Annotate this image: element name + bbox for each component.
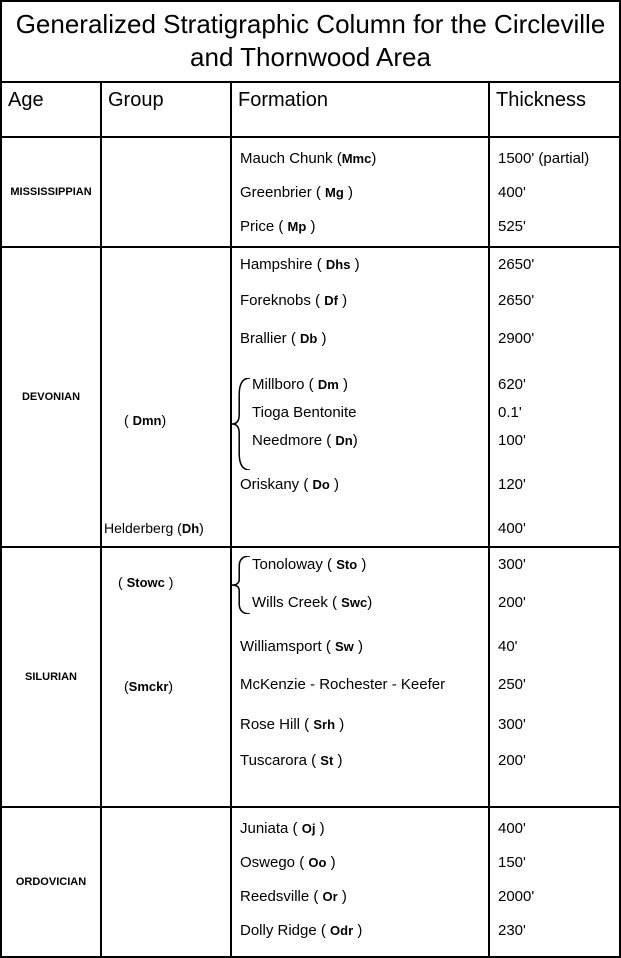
table-title: Generalized Stratigraphic Column for the… <box>2 2 619 83</box>
age-section: DEVONIAN ( Dmn) Helderberg (Dh) Hampshire (… <box>2 248 619 548</box>
formation-entry: Tuscarora ( St ) <box>240 752 342 769</box>
group-entry: (Smckr) <box>124 678 173 694</box>
thickness-value: 1500' (partial) <box>498 150 589 167</box>
thickness-cell: 300' 200' 40' 250' 300' 200' <box>490 548 619 806</box>
thickness-value: 620' <box>498 376 526 393</box>
group-entry: Helderberg (Dh) <box>104 520 204 536</box>
thickness-value: 0.1' <box>498 404 522 421</box>
group-entry: ( Dmn) <box>124 412 166 428</box>
age-label: MISSISSIPPIAN <box>2 138 102 246</box>
group-cell: ( Dmn) Helderberg (Dh) <box>102 248 232 546</box>
thickness-value: 120' <box>498 476 526 493</box>
formation-entry: Millboro ( Dm ) <box>252 376 348 393</box>
table-body: MISSISSIPPIAN Mauch Chunk (Mmc) Greenbrier… <box>2 138 619 956</box>
header-group: Group <box>102 83 232 136</box>
thickness-value: 2900' <box>498 330 534 347</box>
thickness-value: 300' <box>498 716 526 733</box>
formation-cell: Hampshire ( Dhs ) Foreknobs ( Df ) Brallie… <box>232 248 490 546</box>
formation-entry: Wills Creek ( Swc) <box>252 594 372 611</box>
formation-entry: Oswego ( Oo ) <box>240 854 336 871</box>
thickness-value: 400' <box>498 820 526 837</box>
formation-cell: Mauch Chunk (Mmc) Greenbrier ( Mg ) Price … <box>232 138 490 246</box>
formation-entry: Reedsville ( Or ) <box>240 888 347 905</box>
formation-entry: Tioga Bentonite <box>252 404 357 421</box>
formation-entry: McKenzie - Rochester - Keefer <box>240 676 445 693</box>
formation-entry: Tonoloway ( Sto ) <box>252 556 366 573</box>
age-label: ORDOVICIAN <box>2 808 102 956</box>
thickness-value: 2000' <box>498 888 534 905</box>
thickness-value: 40' <box>498 638 518 655</box>
formation-entry: Greenbrier ( Mg ) <box>240 184 353 201</box>
group-cell <box>102 808 232 956</box>
header-thickness: Thickness <box>490 83 619 136</box>
age-section: ORDOVICIAN Juniata ( Oj ) Oswego ( Oo ) Ree… <box>2 808 619 956</box>
thickness-value: 2650' <box>498 292 534 309</box>
thickness-cell: 2650' 2650' 2900' 620' 0.1' 100' 120' 400' <box>490 248 619 546</box>
formation-entry: Oriskany ( Do ) <box>240 476 339 493</box>
formation-cell: Juniata ( Oj ) Oswego ( Oo ) Reedsville ( … <box>232 808 490 956</box>
thickness-value: 150' <box>498 854 526 871</box>
thickness-value: 2650' <box>498 256 534 273</box>
formation-entry: Needmore ( Dn) <box>252 432 358 449</box>
group-cell <box>102 138 232 246</box>
thickness-value: 200' <box>498 752 526 769</box>
formation-entry: Mauch Chunk (Mmc) <box>240 150 376 167</box>
header-age: Age <box>2 83 102 136</box>
table-header-row: Age Group Formation Thickness <box>2 83 619 138</box>
thickness-value: 400' <box>498 520 526 537</box>
formation-entry: Foreknobs ( Df ) <box>240 292 347 309</box>
stratigraphic-table: Generalized Stratigraphic Column for the… <box>0 0 621 958</box>
thickness-value: 525' <box>498 218 526 235</box>
thickness-cell: 1500' (partial) 400' 525' <box>490 138 619 246</box>
thickness-value: 300' <box>498 556 526 573</box>
thickness-cell: 400'150'2000'230' <box>490 808 619 956</box>
age-label: SILURIAN <box>2 548 102 806</box>
thickness-value: 100' <box>498 432 526 449</box>
age-section: SILURIAN ( Stowc ) (Smckr) Tonoloway ( Sto … <box>2 548 619 808</box>
formation-entry: Price ( Mp ) <box>240 218 315 235</box>
age-section: MISSISSIPPIAN Mauch Chunk (Mmc) Greenbrier… <box>2 138 619 248</box>
formation-cell: Tonoloway ( Sto ) Wills Creek ( Swc) Willi… <box>232 548 490 806</box>
formation-entry: Brallier ( Db ) <box>240 330 327 347</box>
group-cell: ( Stowc ) (Smckr) <box>102 548 232 806</box>
header-formation: Formation <box>232 83 490 136</box>
age-label: DEVONIAN <box>2 248 102 546</box>
formation-entry: Williamsport ( Sw ) <box>240 638 363 655</box>
formation-entry: Rose Hill ( Srh ) <box>240 716 344 733</box>
formation-entry: Juniata ( Oj ) <box>240 820 325 837</box>
formation-entry: Hampshire ( Dhs ) <box>240 256 360 273</box>
thickness-value: 400' <box>498 184 526 201</box>
thickness-value: 200' <box>498 594 526 611</box>
thickness-value: 250' <box>498 676 526 693</box>
group-entry: ( Stowc ) <box>118 574 173 590</box>
